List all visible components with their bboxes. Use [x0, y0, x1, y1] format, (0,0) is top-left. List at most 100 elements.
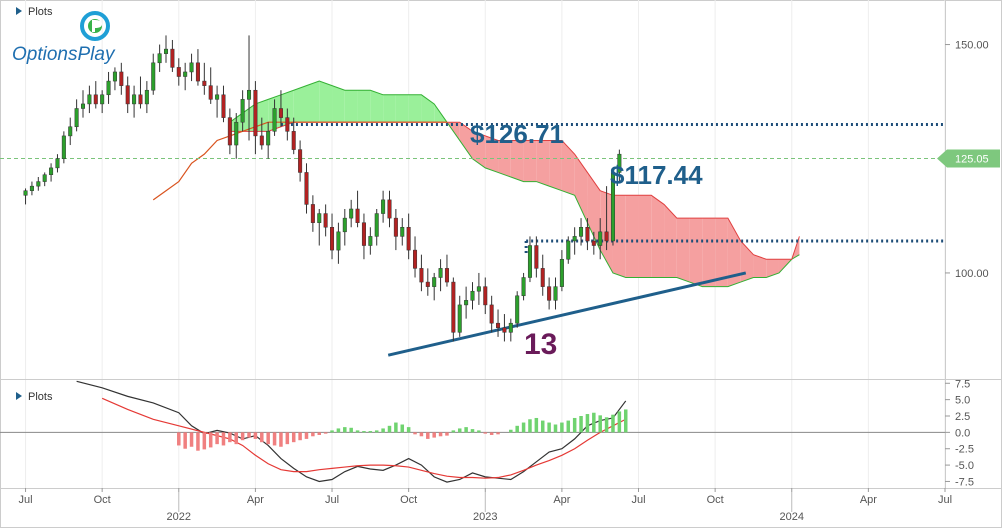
macd-histogram-bar — [560, 422, 564, 433]
candle-down — [483, 286, 488, 306]
candle-up — [470, 290, 475, 301]
macd-histogram-bar — [553, 424, 558, 433]
candle-down — [298, 149, 303, 173]
candle-down — [361, 222, 366, 246]
candle-up — [374, 213, 379, 237]
candle-up — [317, 213, 322, 223]
collapse-triangle-icon[interactable] — [16, 392, 22, 400]
candle-up — [151, 62, 156, 91]
candle-down — [387, 199, 392, 219]
candle-up — [527, 245, 532, 278]
macd-histogram-bar — [432, 432, 436, 438]
macd-histogram-bar — [311, 432, 315, 437]
macd-histogram-bar — [253, 432, 258, 439]
x-tick-label: Jul — [325, 494, 339, 506]
macd-histogram-bar — [477, 430, 481, 433]
cloud-segment — [344, 90, 358, 123]
candle-up — [247, 89, 252, 100]
candle-up — [342, 217, 347, 233]
logo: OptionsPlay — [12, 11, 116, 65]
macd-histogram-bar — [177, 432, 181, 446]
candle-up — [515, 295, 520, 324]
macd-histogram-bar — [394, 422, 398, 433]
macd-y-tick-label: -5.0 — [955, 460, 974, 472]
cloud-segment — [625, 195, 639, 278]
candle-down — [355, 208, 360, 223]
macd-histogram-bar — [291, 432, 296, 443]
candle-up — [240, 99, 245, 123]
macd-histogram-bar — [592, 412, 596, 433]
candle-down — [278, 108, 283, 118]
macd-histogram-bar — [189, 432, 194, 447]
candle-down — [221, 94, 226, 118]
cloud-segment — [574, 154, 588, 223]
macd-histogram-bar — [457, 428, 462, 433]
candle-up — [438, 268, 443, 278]
macd-histogram-bar — [368, 431, 373, 433]
macd-histogram-bar — [202, 432, 207, 450]
macd-histogram-bar — [234, 432, 239, 445]
macd-histogram-bar — [317, 432, 322, 435]
candle-down — [138, 94, 143, 105]
y-tick-label: 150.00 — [955, 40, 989, 52]
collapse-triangle-icon[interactable] — [16, 7, 22, 15]
cloud-segment — [510, 140, 524, 182]
x-tick-label: Apr — [247, 494, 264, 506]
candle-up — [508, 322, 513, 333]
candle-up — [68, 126, 73, 137]
macd-histogram-bar — [528, 419, 532, 433]
macd-histogram-bar — [323, 432, 328, 434]
x-year-label: 2023 — [473, 511, 497, 523]
candle-up — [336, 231, 341, 251]
macd-histogram-bar — [611, 414, 615, 433]
candle-up — [23, 190, 28, 196]
candle-down — [176, 67, 181, 77]
candle-up — [164, 48, 169, 54]
macd-histogram-bar — [540, 420, 545, 433]
candle-up — [579, 227, 584, 237]
candle-up — [42, 174, 47, 182]
cloud-segment — [383, 94, 396, 123]
candle-down — [259, 135, 264, 146]
candle-down — [496, 322, 501, 329]
candle-up — [81, 103, 86, 109]
cloud-segment — [561, 140, 575, 196]
macd-histogram-bar — [208, 432, 213, 448]
candle-down — [202, 80, 207, 86]
cloud-segment — [689, 218, 703, 287]
candle-up — [74, 108, 79, 128]
macd-histogram-bar — [579, 416, 583, 433]
candle-down — [125, 85, 130, 105]
candle-up — [55, 158, 60, 169]
macd-histogram-bar — [330, 430, 334, 433]
cloud-segment — [357, 90, 371, 123]
macd-histogram-bar — [604, 417, 609, 433]
candle-up — [61, 135, 66, 159]
price-panel-header[interactable]: Plots — [16, 6, 53, 18]
macd-histogram-bar — [426, 432, 430, 439]
logo-text: OptionsPlay — [12, 44, 116, 65]
price-panel-title: Plots — [28, 6, 53, 18]
candle-down — [170, 48, 175, 68]
y-tick-label: 100.00 — [955, 268, 989, 280]
macd-y-tick-label: 5.0 — [955, 395, 970, 407]
macd-histogram-bar — [400, 424, 405, 433]
cloud-segment — [638, 195, 652, 278]
candle-up — [215, 94, 220, 100]
candle-down — [304, 172, 309, 205]
macd-histogram-bar — [623, 409, 628, 433]
macd-histogram-bar — [515, 425, 519, 433]
candle-down — [253, 89, 258, 137]
macd-histogram-bar — [566, 420, 571, 433]
cloud-segment — [459, 122, 473, 159]
macd-histogram-bar — [547, 422, 551, 433]
macd-panel-header[interactable]: Plots — [16, 391, 53, 403]
macd-y-tick-label: 2.5 — [955, 411, 970, 423]
macd-histogram-bar — [298, 432, 302, 441]
candle-up — [100, 94, 105, 105]
macd-line — [76, 380, 627, 483]
cloud-segment — [293, 85, 307, 123]
x-tick-label: Apr — [860, 494, 877, 506]
macd-histogram-bar — [362, 431, 366, 433]
macd-histogram-bar — [534, 417, 539, 433]
